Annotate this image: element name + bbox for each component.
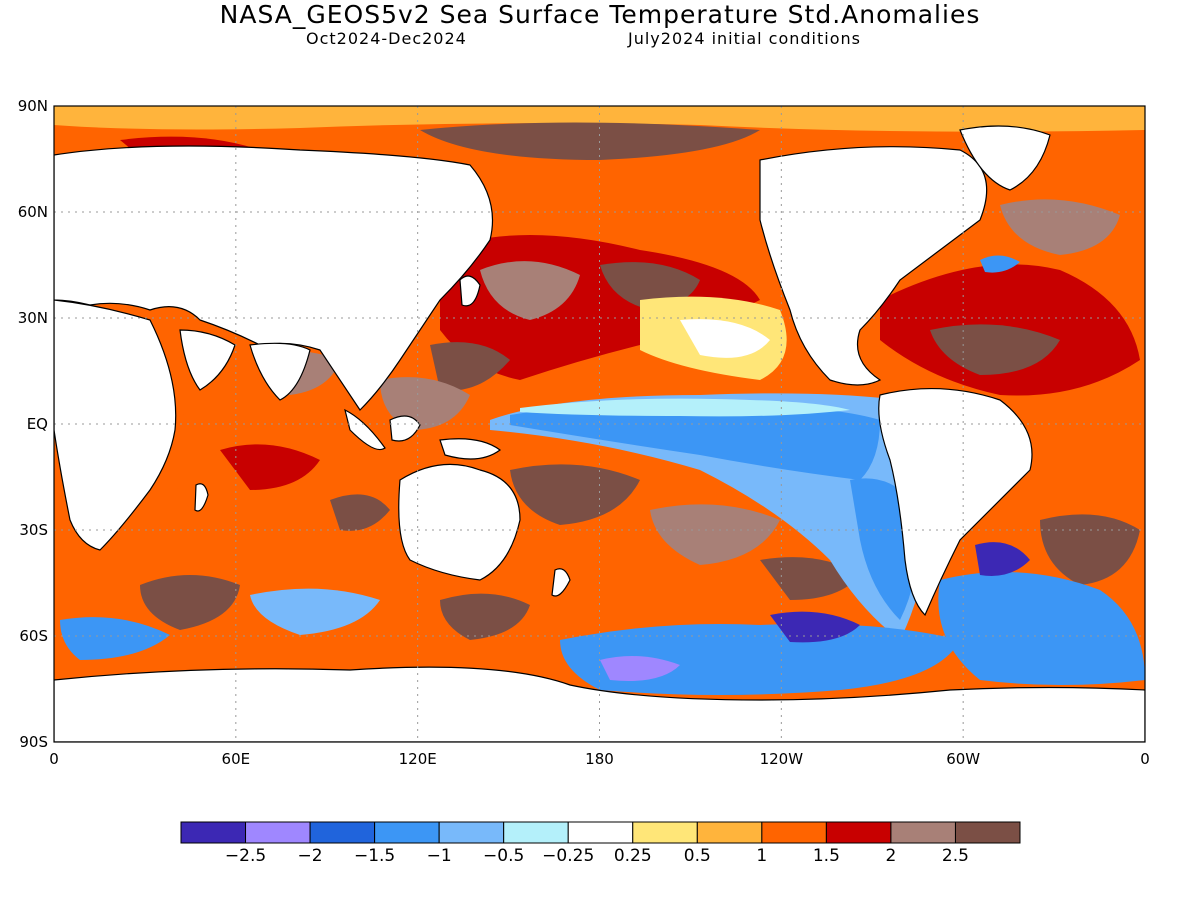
arabia-land	[179, 329, 236, 391]
cool-anomaly-regions	[60, 255, 1145, 695]
southern-ocean-cool-1	[560, 624, 960, 695]
southern-ocean-cool-2	[600, 656, 680, 681]
initial-conditions: July2024 initial conditions	[628, 29, 861, 48]
lat-tick-label: 90N	[18, 97, 48, 115]
greenland-land	[959, 125, 1051, 191]
colorbar-swatch	[632, 821, 698, 844]
colorbar-label: 2	[885, 846, 897, 866]
colorbar	[180, 821, 1021, 844]
lat-tick-label: EQ	[27, 415, 48, 433]
south-pacific-hot-2	[650, 504, 780, 565]
lat-tick-label: 30S	[19, 521, 48, 539]
colorbar-label: 1.5	[812, 846, 840, 866]
colorbar-swatch	[696, 821, 763, 844]
south-indian-hot-2	[440, 593, 530, 640]
arctic-warm	[54, 106, 1145, 132]
north-pacific-hot-1	[480, 261, 580, 320]
south-indian-cool	[250, 588, 380, 635]
lat-tick-label: 90S	[19, 733, 48, 751]
madagascar-land	[194, 483, 209, 512]
lon-tick-label: 0	[49, 750, 59, 768]
southern-indian-cool-2	[60, 617, 170, 660]
colorbar-label: −1	[426, 846, 452, 866]
map-frame	[53, 105, 1146, 743]
south-atlantic-strong-cool	[975, 542, 1030, 576]
australia-land	[398, 463, 521, 581]
lat-tick-label: 60S	[19, 627, 48, 645]
colorbar-swatch	[374, 821, 440, 844]
map-title: NASA_GEOS5v2 Sea Surface Temperature Std…	[219, 0, 981, 29]
sumatra-land	[344, 408, 386, 451]
colorbar-swatch	[567, 821, 634, 844]
colorbar-swatch	[309, 821, 376, 844]
south-america-land	[878, 387, 1033, 617]
colorbar-label: −1.5	[353, 846, 396, 866]
south-atlantic-cool	[938, 572, 1145, 685]
longitude-labels: 0 60E 120E 180 120W 60W 0	[49, 750, 1150, 768]
forecast-period: Oct2024-Dec2024	[306, 29, 467, 48]
lat-tick-label: 60N	[18, 203, 48, 221]
borneo-land	[389, 415, 421, 442]
south-atlantic-hot	[1040, 514, 1140, 585]
south-indian-hot-1	[140, 575, 240, 630]
lon-tick-label: 120E	[399, 750, 437, 768]
colorbar-swatch	[825, 821, 892, 844]
south-pacific-hot-1	[510, 464, 640, 525]
colorbar-label: −0.25	[542, 846, 595, 866]
lon-tick-label: 180	[585, 750, 614, 768]
lat-tick-label: 30N	[18, 309, 48, 327]
new-zealand-land	[551, 568, 571, 597]
lon-tick-label: 60W	[946, 750, 980, 768]
latitude-labels: 90N 60N 30N EQ 30S 60S 90S	[18, 97, 48, 751]
colorbar-label: 1	[756, 846, 768, 866]
gridlines	[54, 106, 1145, 742]
colorbar-swatch	[890, 821, 956, 844]
lon-tick-label: 120W	[760, 750, 804, 768]
colorbar-swatch	[245, 821, 311, 844]
southern-ocean-strong-cool	[770, 611, 860, 643]
india-land	[249, 342, 311, 401]
colorbar-label: 2.5	[941, 846, 969, 866]
land-masses	[54, 125, 1145, 742]
north-america-land	[759, 146, 988, 386]
colorbar-label: −2.5	[224, 846, 267, 866]
colorbar-label: −0.5	[483, 846, 525, 866]
africa-land	[54, 299, 177, 551]
eurasia-land	[54, 145, 493, 411]
equatorial-pacific-cool-inner	[510, 403, 880, 480]
colorbar-swatch	[503, 821, 569, 844]
lon-tick-label: 60E	[222, 750, 251, 768]
colorbar-label: −2	[297, 846, 323, 866]
colorbar-swatch	[954, 821, 1021, 844]
labrador-cool	[980, 255, 1020, 273]
japan-land	[459, 275, 481, 307]
equatorial-cool-band	[520, 398, 850, 417]
north-atlantic-hot-3	[1000, 199, 1120, 255]
indian-ocean-hot-3	[330, 494, 390, 531]
colorbar-swatch	[438, 821, 505, 844]
northeast-pacific-neutral	[680, 319, 770, 358]
arctic-hot	[420, 122, 760, 160]
colorbar-label: 0.25	[613, 846, 652, 866]
colorbar-swatch	[180, 821, 247, 844]
indian-ocean-hot-1	[220, 444, 320, 490]
lon-tick-label: 0	[1140, 750, 1150, 768]
antarctica-land	[54, 666, 1145, 742]
north-atlantic-hot-2	[930, 324, 1060, 375]
north-pacific-hot-3	[430, 342, 510, 391]
colorbar-swatch	[761, 821, 827, 844]
colorbar-label: 0.5	[683, 846, 711, 866]
new-guinea-land	[439, 438, 502, 460]
